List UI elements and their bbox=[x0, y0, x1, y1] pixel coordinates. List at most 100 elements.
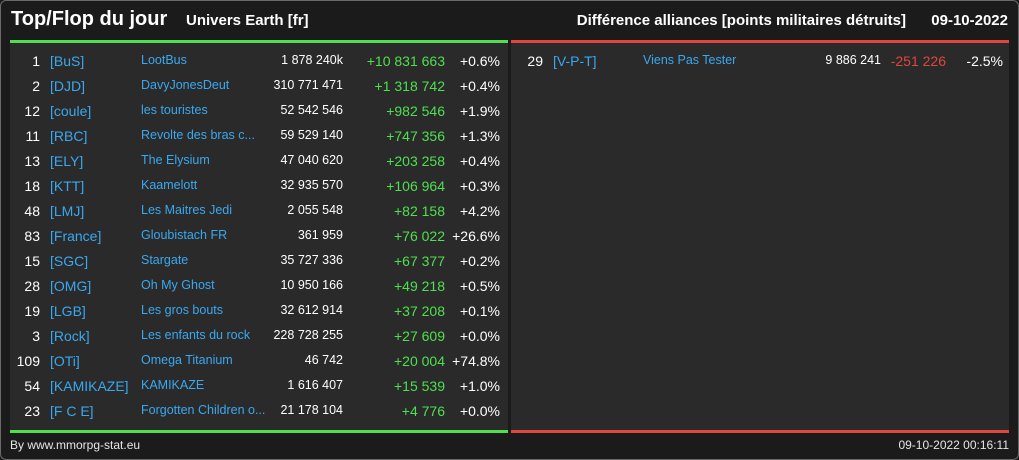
alliance-tag[interactable]: [LGB] bbox=[50, 303, 86, 319]
alliance-name[interactable]: Forgotten Children o... bbox=[141, 403, 266, 417]
alliance-tag[interactable]: [RBC] bbox=[50, 128, 88, 144]
alliance-name[interactable]: Oh My Ghost bbox=[141, 278, 215, 292]
alliance-name[interactable]: The Elysium bbox=[141, 153, 210, 167]
top-row: 48 [LMJ] Les Maitres Jedi 2 055 548 +82 158 +… bbox=[10, 199, 508, 224]
alliance-percent: +26.6% bbox=[452, 228, 500, 244]
alliance-percent: +0.3% bbox=[459, 178, 500, 194]
top-row: 13 [ELY] The Elysium 47 040 620 +203 258 +0.4… bbox=[10, 149, 508, 174]
alliance-name[interactable]: LootBus bbox=[141, 53, 187, 67]
alliance-points: 46 742 bbox=[304, 353, 343, 367]
alliance-delta: +747 356 bbox=[386, 128, 445, 144]
alliance-percent: +0.1% bbox=[459, 303, 500, 319]
server-name: Univers Earth [fr] bbox=[186, 12, 309, 29]
alliance-name[interactable]: Les gros bouts bbox=[141, 303, 223, 317]
alliance-delta: +982 546 bbox=[386, 103, 445, 119]
top-row: 83 [France] Gloubistach FR 361 959 +76 022 +2… bbox=[10, 224, 508, 249]
alliance-delta: +203 258 bbox=[386, 153, 445, 169]
alliance-name[interactable]: les touristes bbox=[141, 103, 208, 117]
alliance-rank: 23 bbox=[24, 403, 40, 419]
top-panel: 1 [BuS] LootBus 1 878 240k +10 831 663 +0.6% 2… bbox=[10, 43, 508, 430]
alliance-tag[interactable]: [V-P-T] bbox=[553, 53, 597, 69]
alliance-percent: +4.2% bbox=[459, 203, 500, 219]
alliance-points: 47 040 620 bbox=[280, 153, 343, 167]
alliance-tag[interactable]: [DJD] bbox=[50, 78, 85, 94]
alliance-delta: +37 208 bbox=[394, 303, 445, 319]
alliance-rank: 54 bbox=[24, 378, 40, 394]
alliance-percent: +0.0% bbox=[459, 328, 500, 344]
top-row: 54 [KAMIKAZE] KAMIKAZE 1 616 407 +15 539 +1.0… bbox=[10, 374, 508, 399]
flop-row: 29 [V-P-T] Viens Pas Tester 9 886 241 -251 2… bbox=[511, 49, 1009, 74]
top-row: 18 [KTT] Kaamelott 32 935 570 +106 964 +0.3% bbox=[10, 174, 508, 199]
alliance-rank: 29 bbox=[527, 53, 543, 69]
alliance-name[interactable]: KAMIKAZE bbox=[141, 378, 205, 392]
top-row: 109 [OTi] Omega Titanium 46 742 +20 004 +74.8… bbox=[10, 349, 508, 374]
page-title: Top/Flop du jour bbox=[11, 8, 168, 30]
alliance-delta: +82 158 bbox=[394, 203, 445, 219]
alliance-delta: +49 218 bbox=[394, 278, 445, 294]
alliance-tag[interactable]: [KTT] bbox=[50, 178, 85, 194]
top-row: 15 [SGC] Stargate 35 727 336 +67 377 +0.2% bbox=[10, 249, 508, 274]
alliance-points: 21 178 104 bbox=[280, 403, 343, 417]
alliance-tag[interactable]: [ELY] bbox=[50, 153, 84, 169]
alliance-name[interactable]: Les Maitres Jedi bbox=[141, 203, 233, 217]
alliance-rank: 3 bbox=[32, 328, 40, 344]
alliance-name[interactable]: Omega Titanium bbox=[141, 353, 233, 367]
alliance-percent: +1.3% bbox=[459, 128, 500, 144]
footer-source[interactable]: By www.mmorpg-stat.eu bbox=[10, 438, 141, 452]
alliance-tag[interactable]: [coule] bbox=[50, 103, 92, 119]
header: Top/Flop du jour Univers Earth [fr] Diff… bbox=[0, 0, 1019, 40]
alliance-name[interactable]: DavyJonesDeut bbox=[141, 78, 230, 92]
alliance-name[interactable]: Gloubistach FR bbox=[141, 228, 228, 242]
alliance-rank: 1 bbox=[32, 53, 40, 69]
alliance-points: 32 935 570 bbox=[280, 178, 343, 192]
alliance-name[interactable]: Les enfants du rock bbox=[141, 328, 251, 342]
flop-panel: 29 [V-P-T] Viens Pas Tester 9 886 241 -251 2… bbox=[511, 43, 1009, 430]
alliance-delta: +20 004 bbox=[394, 353, 445, 369]
alliance-points: 2 055 548 bbox=[287, 203, 343, 217]
top-row: 19 [LGB] Les gros bouts 32 612 914 +37 208 +0… bbox=[10, 299, 508, 324]
alliance-points: 35 727 336 bbox=[280, 253, 343, 267]
top-row: 2 [DJD] DavyJonesDeut 310 771 471 +1 318 742… bbox=[10, 74, 508, 99]
alliance-percent: +1.0% bbox=[459, 378, 500, 394]
alliance-delta: +10 831 663 bbox=[366, 53, 445, 69]
alliance-rank: 83 bbox=[24, 228, 40, 244]
alliance-tag[interactable]: [BuS] bbox=[50, 53, 85, 69]
alliance-rank: 18 bbox=[24, 178, 40, 194]
alliance-rank: 12 bbox=[24, 103, 40, 119]
alliance-rank: 19 bbox=[24, 303, 40, 319]
alliance-tag[interactable]: [OMG] bbox=[50, 278, 92, 294]
footer-timestamp: 09-10-2022 00:16:11 bbox=[898, 438, 1009, 452]
alliance-percent: +74.8% bbox=[452, 353, 500, 369]
alliance-tag[interactable]: [SGC] bbox=[50, 253, 89, 269]
top-row: 28 [OMG] Oh My Ghost 10 950 166 +49 218 +0.5% bbox=[10, 274, 508, 299]
top-row: 1 [BuS] LootBus 1 878 240k +10 831 663 +0.6% bbox=[10, 49, 508, 74]
alliance-name[interactable]: Revolte des bras c... bbox=[141, 128, 255, 142]
alliance-delta: +67 377 bbox=[394, 253, 445, 269]
alliance-rank: 2 bbox=[32, 78, 40, 94]
alliance-tag[interactable]: [KAMIKAZE] bbox=[50, 378, 129, 394]
alliance-rank: 48 bbox=[24, 203, 40, 219]
ranking-caption: Différence alliances [points militaires … bbox=[576, 12, 906, 29]
alliance-name[interactable]: Viens Pas Tester bbox=[643, 53, 737, 67]
top-panel-top-bar bbox=[10, 40, 508, 43]
alliance-points: 10 950 166 bbox=[280, 278, 343, 292]
alliance-tag[interactable]: [LMJ] bbox=[50, 203, 85, 219]
alliance-delta: +106 964 bbox=[386, 178, 445, 194]
alliance-rank: 15 bbox=[24, 253, 40, 269]
alliance-delta: +4 776 bbox=[401, 403, 445, 419]
alliance-percent: +0.5% bbox=[459, 278, 500, 294]
alliance-tag[interactable]: [F C E] bbox=[50, 403, 94, 419]
alliance-percent: +0.4% bbox=[459, 153, 500, 169]
alliance-percent: +0.0% bbox=[459, 403, 500, 419]
alliance-delta: +15 539 bbox=[394, 378, 445, 394]
ranking-date: 09-10-2022 bbox=[931, 12, 1008, 29]
alliance-rank: 109 bbox=[16, 353, 40, 369]
alliance-tag[interactable]: [Rock] bbox=[50, 328, 90, 344]
alliance-name[interactable]: Kaamelott bbox=[141, 178, 198, 192]
alliance-points: 361 959 bbox=[297, 228, 343, 242]
top-row: 11 [RBC] Revolte des bras c... 59 529 140 +7… bbox=[10, 124, 508, 149]
alliance-tag[interactable]: [France] bbox=[50, 228, 102, 244]
alliance-delta: -251 226 bbox=[890, 53, 946, 69]
alliance-name[interactable]: Stargate bbox=[141, 253, 189, 267]
alliance-tag[interactable]: [OTi] bbox=[50, 353, 80, 369]
